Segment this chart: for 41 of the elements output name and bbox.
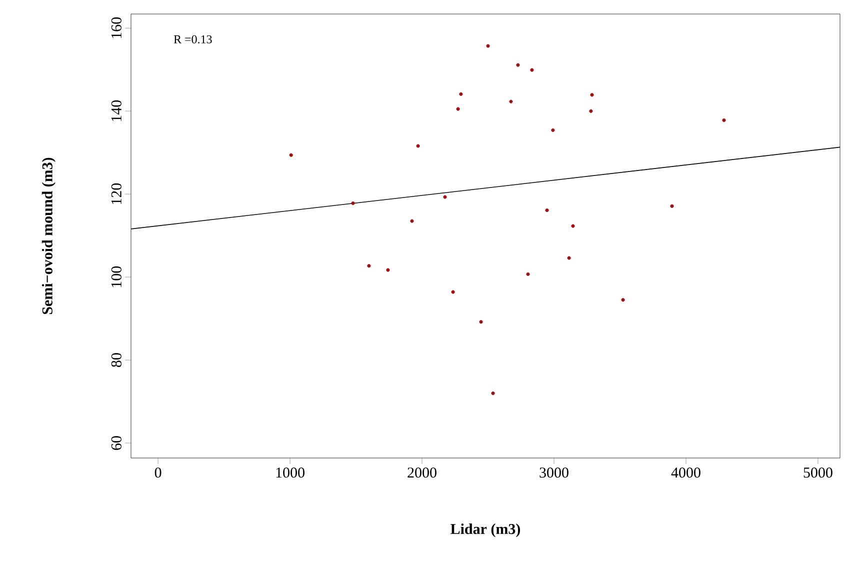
point	[551, 128, 555, 132]
point	[545, 208, 549, 212]
x-tick-label: 0	[154, 468, 162, 478]
point	[516, 63, 520, 67]
y-tick-label: 120	[111, 183, 122, 204]
point	[590, 93, 594, 97]
y-tick-label: 80	[111, 353, 122, 367]
point	[351, 201, 355, 206]
x-tick-label: 2000	[408, 468, 436, 478]
point	[459, 92, 463, 96]
y-tick-label: 160	[111, 17, 122, 38]
point	[526, 272, 530, 276]
y-tick-label: 100	[111, 266, 122, 288]
y-tick-label: 140	[111, 100, 122, 122]
point	[410, 219, 414, 223]
x-tick-label: 4000	[671, 468, 700, 478]
x-tick-label: 5000	[804, 468, 832, 478]
point	[443, 195, 447, 199]
point	[530, 68, 534, 72]
y-tick-label: 60	[111, 436, 122, 450]
point	[451, 290, 455, 294]
annotation: R =0.13	[174, 35, 212, 44]
x-tick-label: 1000	[276, 468, 304, 478]
point	[456, 107, 460, 111]
point	[670, 204, 674, 208]
point	[621, 298, 625, 302]
point	[386, 268, 390, 272]
point	[722, 118, 726, 122]
y-axis-title: Semi−ovoid mound (m3)	[42, 158, 56, 314]
point	[571, 224, 575, 228]
x-tick-label: 3000	[540, 468, 568, 478]
point	[567, 256, 571, 260]
point	[589, 109, 593, 113]
point	[509, 100, 513, 104]
point	[289, 153, 293, 157]
point	[486, 44, 490, 48]
point	[491, 391, 495, 396]
point	[479, 320, 483, 324]
point	[367, 264, 371, 268]
point	[416, 144, 420, 148]
x-axis-title: Lidar (m3)	[450, 524, 520, 538]
